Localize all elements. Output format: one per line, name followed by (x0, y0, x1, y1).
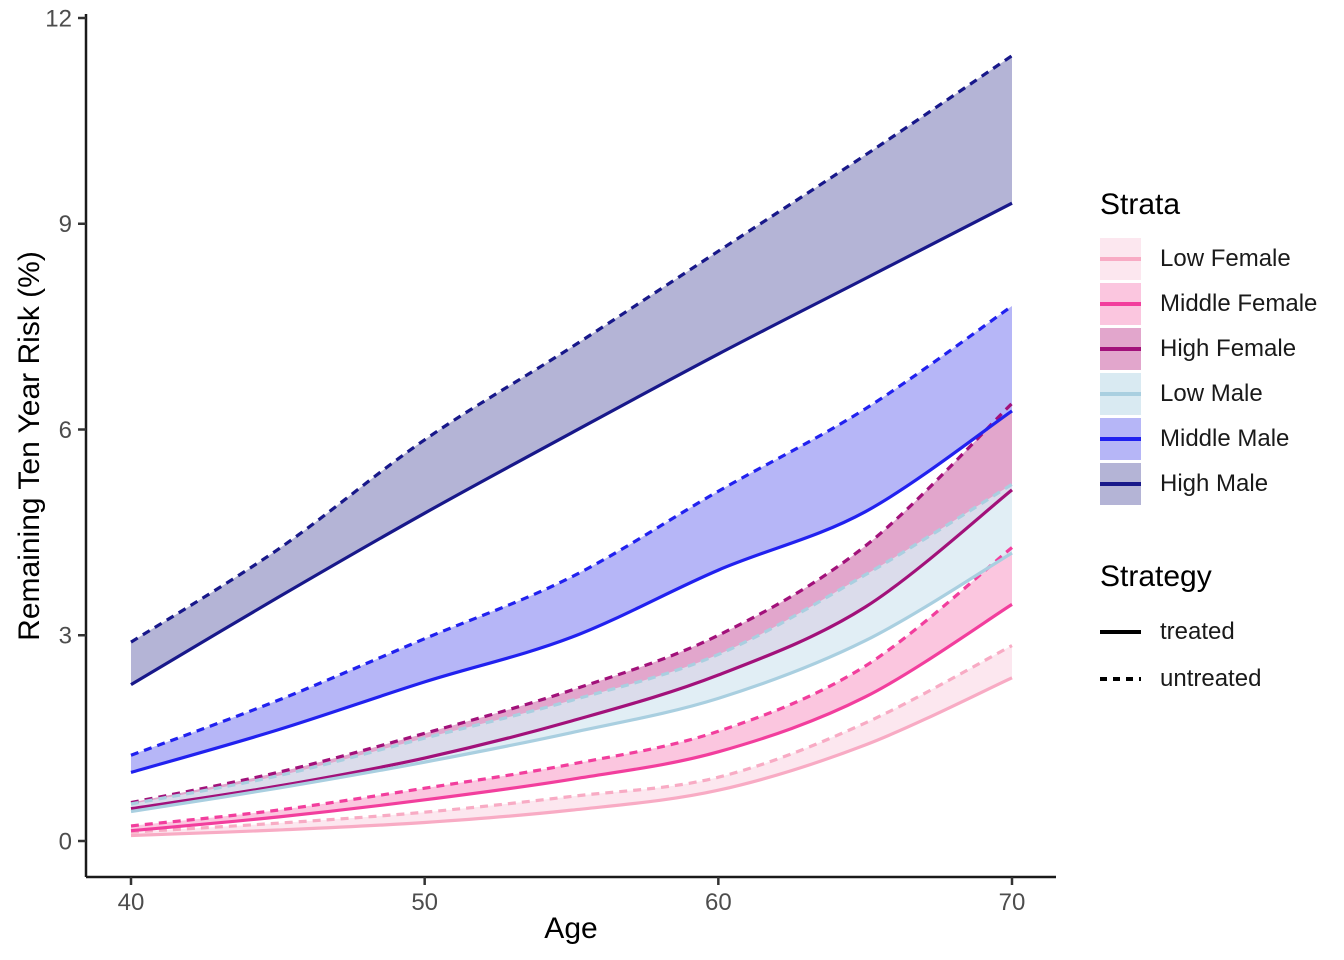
y-tick-label: 0 (59, 828, 72, 855)
legend-label: Low Female (1160, 244, 1291, 272)
strategy-legend-title: Strategy (1100, 560, 1212, 593)
ribbon (131, 306, 1012, 773)
legend-item-middle-male: Middle Male (1100, 416, 1344, 461)
legend-label: treated (1160, 617, 1235, 645)
high-female-key-line (1100, 346, 1141, 351)
high-male-key-icon (1100, 462, 1141, 505)
legend-label: untreated (1160, 664, 1262, 692)
legend: Strata Low Female Middle Female High Fem… (1100, 188, 1344, 702)
ribbon (131, 484, 1012, 812)
low-male-key-line (1100, 391, 1141, 396)
legend-item-low-male: Low Male (1100, 371, 1344, 416)
untreated-line (130, 644, 1013, 834)
y-tick-label: 12 (45, 5, 72, 32)
treated-line (130, 603, 1013, 833)
legend-label: Low Male (1160, 379, 1263, 407)
high-male-key-line (1100, 481, 1141, 486)
legend-item-low-female: Low Female (1100, 236, 1344, 281)
ribbon (131, 55, 1012, 685)
untreated-line (130, 304, 1013, 757)
y-tick-label: 9 (59, 211, 72, 238)
dashed-line-key-icon (1100, 676, 1141, 681)
legend-label: High Female (1160, 334, 1297, 362)
solid-line-key-icon (1100, 629, 1141, 634)
x-axis-title: Age (544, 912, 598, 945)
low-male-key-icon (1100, 372, 1141, 415)
middle-female-key-icon (1100, 282, 1141, 325)
y-tick-label: 6 (59, 417, 72, 444)
middle-male-key-icon (1100, 417, 1141, 460)
legend-label: Middle Female (1160, 289, 1318, 317)
low-female-key-icon (1100, 237, 1141, 280)
axes-layer: 0 3 6 9 12 40 50 60 70 (45, 5, 1056, 916)
treated-line (130, 551, 1013, 814)
legend-item-middle-female: Middle Female (1100, 281, 1344, 326)
high-female-key-icon (1100, 327, 1141, 370)
legend-item-high-male: High Male (1100, 461, 1344, 506)
untreated-line (130, 546, 1014, 828)
legend-label: High Male (1160, 469, 1269, 497)
untreated-line (130, 54, 1013, 644)
legend-item-high-female: High Female (1100, 326, 1344, 371)
middle-female-key-line (1100, 301, 1141, 306)
untreated-line (130, 483, 1013, 806)
ribbons-layer (131, 55, 1012, 836)
x-tick-label: 40 (118, 889, 145, 916)
legend-item-treated: treated (1100, 608, 1344, 655)
ribbon (131, 547, 1012, 831)
low-female-key-line (1100, 256, 1141, 261)
y-tick-label: 3 (59, 623, 72, 650)
x-tick-label: 70 (999, 889, 1026, 916)
strata-legend-title: Strata (1100, 188, 1181, 221)
y-axis-title: Remaining Ten Year Risk (%) (13, 251, 46, 641)
x-tick-label: 50 (411, 889, 438, 916)
lines-layer (130, 54, 1014, 838)
treated-line (130, 676, 1013, 838)
untreated-line (130, 402, 1014, 805)
legend-item-untreated: untreated (1100, 655, 1344, 702)
middle-male-key-line (1100, 436, 1141, 441)
treated-line (130, 409, 1013, 774)
x-tick-label: 60 (705, 889, 732, 916)
legend-label: Middle Male (1160, 424, 1290, 452)
treated-line (130, 488, 1013, 811)
treated-line (130, 201, 1013, 687)
